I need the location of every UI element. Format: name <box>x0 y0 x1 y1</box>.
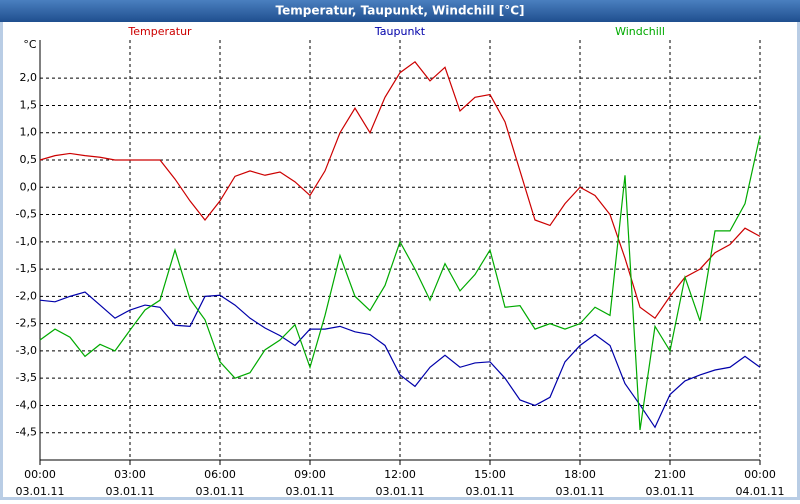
y-tick-label: 0,0 <box>20 180 38 193</box>
y-tick-label: -0,5 <box>16 208 37 221</box>
series-line <box>39 135 761 431</box>
y-tick-label: -1,5 <box>16 262 37 275</box>
y-unit: °C <box>23 38 37 51</box>
y-tick-label: 0,5 <box>20 153 38 166</box>
y-tick-label: -2,0 <box>16 289 37 302</box>
y-tick-label: -3,5 <box>16 371 37 384</box>
x-tick-label: 03:00 <box>114 468 146 481</box>
title-bar <box>0 0 800 22</box>
x-tick-label: 18:00 <box>564 468 596 481</box>
x-tick-date: 03.01.11 <box>466 485 515 498</box>
x-tick-date: 03.01.11 <box>16 485 65 498</box>
legend-label: Temperatur <box>127 25 192 38</box>
x-tick-date: 03.01.11 <box>286 485 335 498</box>
series-line <box>39 291 761 429</box>
y-tick-label: 1,0 <box>20 126 38 139</box>
x-tick-date: 03.01.11 <box>556 485 605 498</box>
x-tick-label: 21:00 <box>654 468 686 481</box>
y-tick-label: -4,5 <box>16 426 37 439</box>
x-tick-date: 03.01.11 <box>196 485 245 498</box>
y-tick-label: 1,5 <box>20 98 38 111</box>
y-tick-label: -4,0 <box>16 398 37 411</box>
x-tick-label: 00:00 <box>744 468 776 481</box>
x-tick-label: 00:00 <box>24 468 56 481</box>
legend-label: Windchill <box>615 25 665 38</box>
x-tick-date: 03.01.11 <box>376 485 425 498</box>
chart-title: Temperatur, Taupunkt, Windchill [°C] <box>276 4 525 18</box>
x-tick-label: 06:00 <box>204 468 236 481</box>
x-tick-date: 03.01.11 <box>106 485 155 498</box>
y-tick-label: 2,0 <box>20 71 38 84</box>
x-tick-label: 09:00 <box>294 468 326 481</box>
x-tick-date: 03.01.11 <box>646 485 695 498</box>
legend-label: Taupunkt <box>374 25 426 38</box>
series-line <box>39 60 761 320</box>
x-tick-date: 04.01.11 <box>736 485 785 498</box>
x-tick-label: 12:00 <box>384 468 416 481</box>
x-tick-label: 15:00 <box>474 468 506 481</box>
y-tick-label: -2,5 <box>16 317 37 330</box>
y-tick-label: -1,0 <box>16 235 37 248</box>
y-tick-label: -3,0 <box>16 344 37 357</box>
